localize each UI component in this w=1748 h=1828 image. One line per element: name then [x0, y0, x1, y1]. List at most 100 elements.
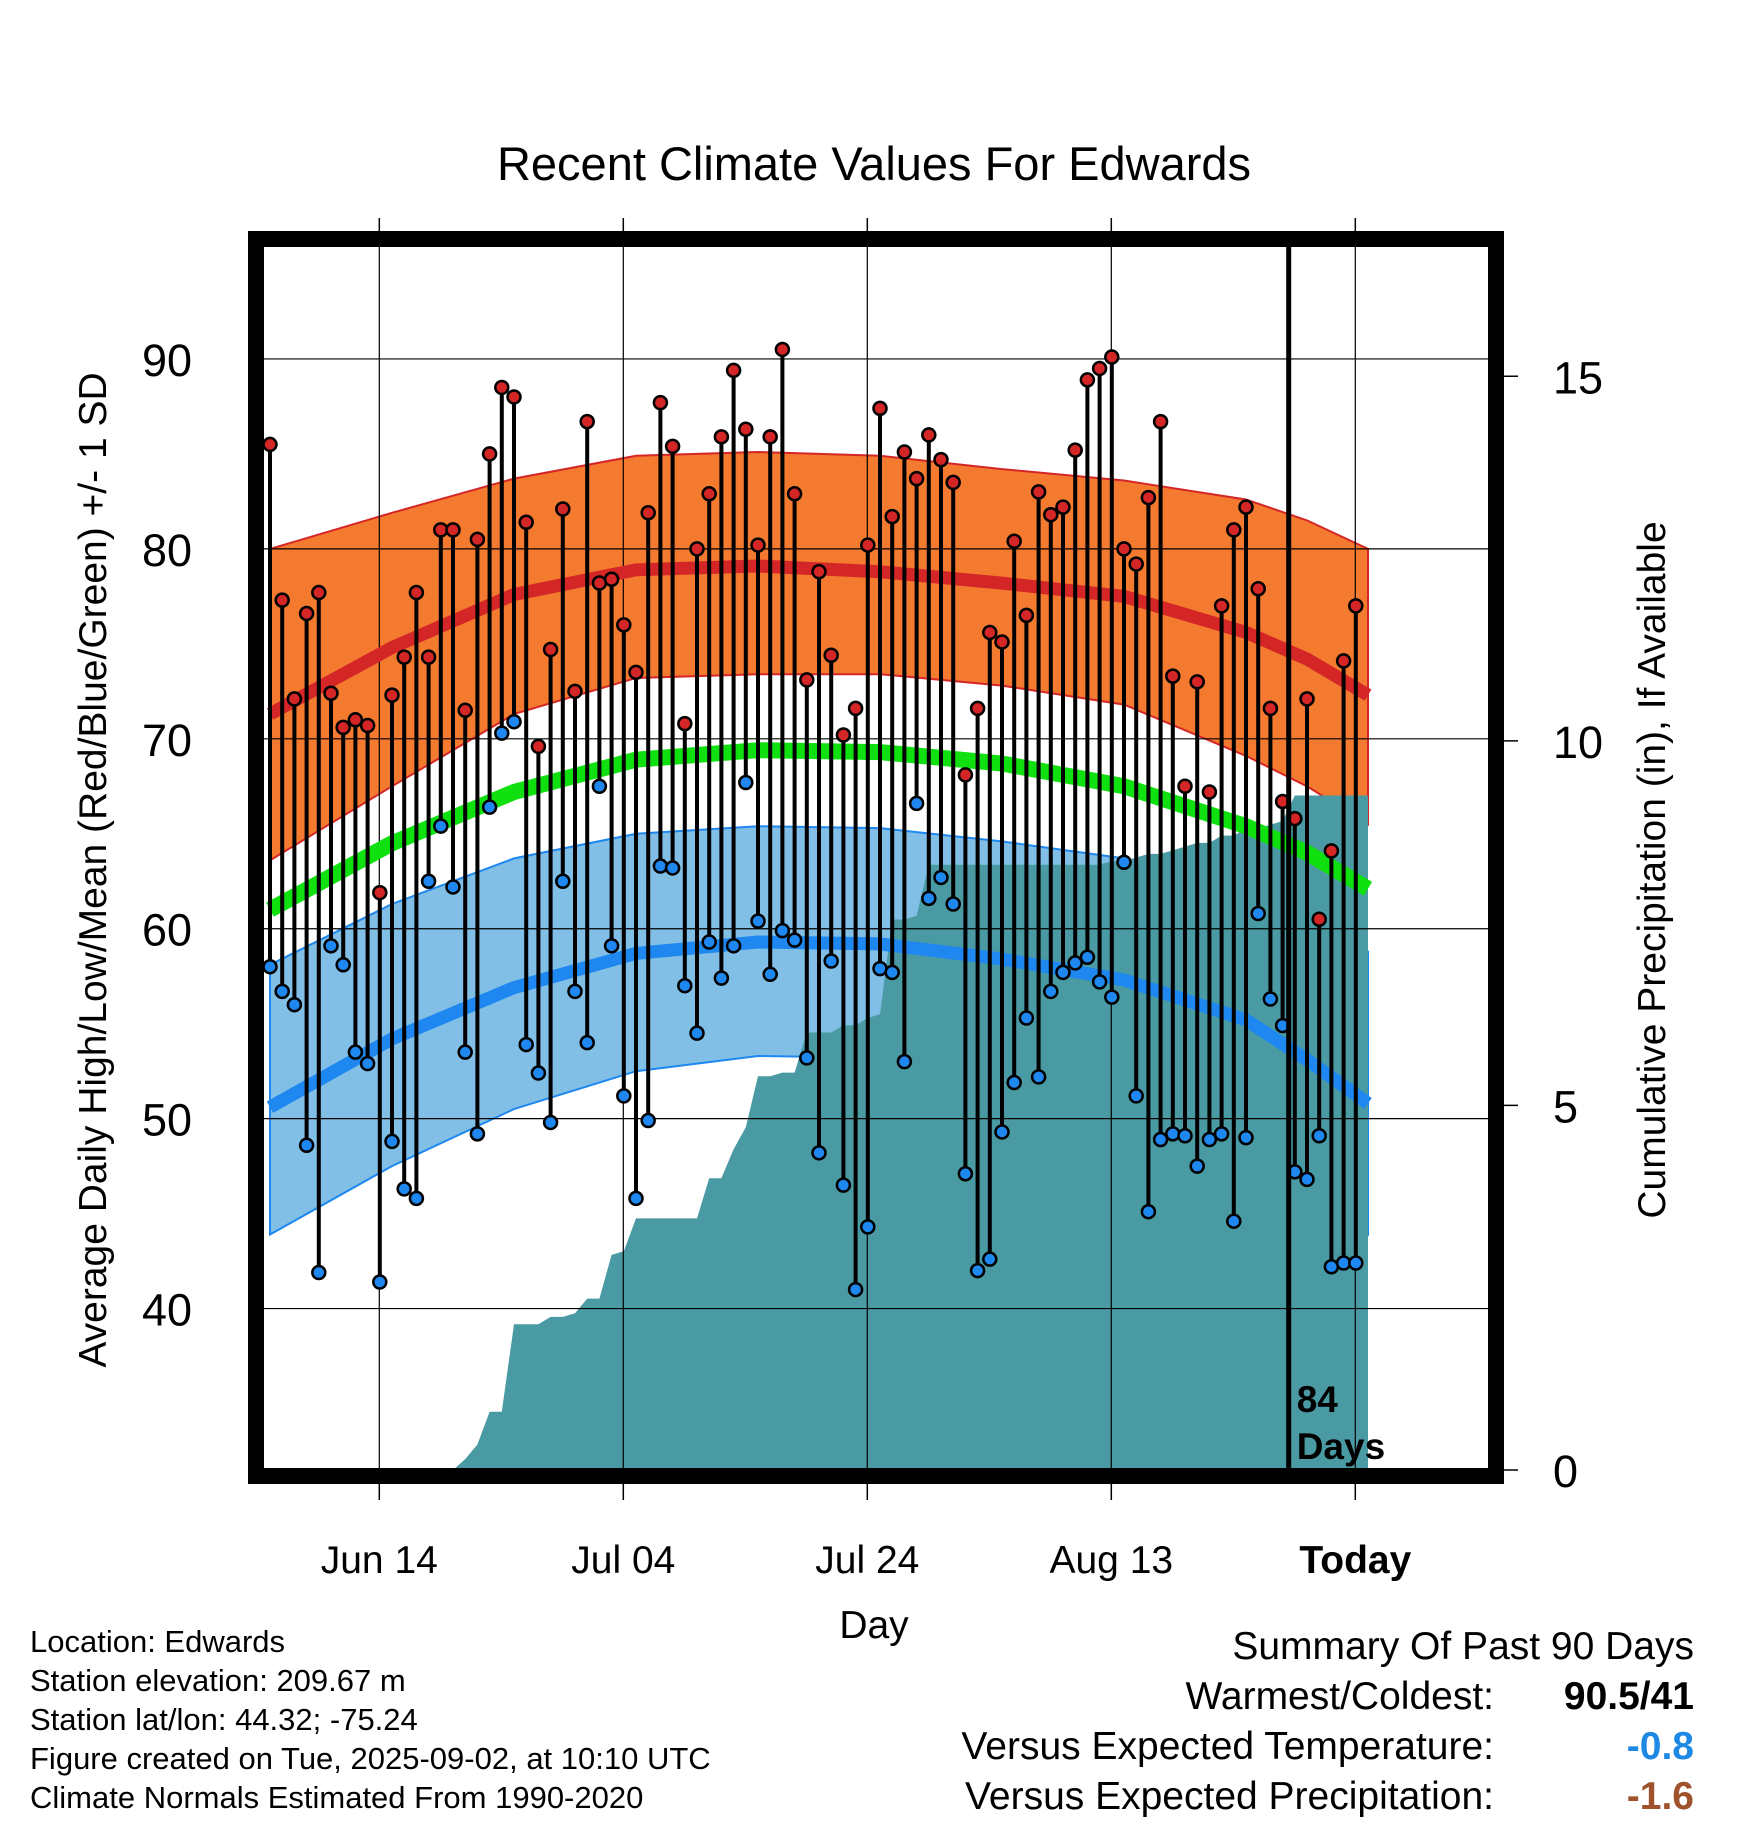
- daily-low-point: [994, 1124, 1010, 1140]
- daily-low-point: [494, 725, 510, 741]
- daily-high-point: [860, 537, 876, 553]
- daily-high-point: [1189, 674, 1205, 690]
- temp-departure-row: Versus Expected Temperature: -0.8: [961, 1722, 1694, 1772]
- daily-low-point: [957, 1165, 974, 1182]
- daily-high-point: [1311, 911, 1327, 927]
- daily-low-point: [481, 799, 498, 815]
- daily-low-point: [896, 1053, 913, 1070]
- daily-low-point: [1116, 854, 1132, 870]
- daily-low-point: [591, 778, 608, 795]
- daily-high-point: [652, 394, 669, 411]
- daily-high-point: [1018, 607, 1035, 624]
- y-axis-label: Average Daily High/Low/Mean (Red/Blue/Gr…: [72, 372, 115, 1367]
- daily-low-point: [908, 795, 925, 812]
- daily-high-point: [494, 379, 510, 396]
- daily-low-point: [750, 913, 766, 929]
- daily-low-point: [1226, 1213, 1242, 1229]
- daily-high-point: [457, 702, 473, 719]
- daily-high-point: [579, 413, 595, 430]
- daily-low-point: [1104, 989, 1120, 1005]
- daily-high-point: [298, 605, 315, 622]
- daily-low-point: [518, 1036, 534, 1053]
- daily-high-point: [420, 649, 437, 665]
- daily-low-point: [579, 1034, 595, 1051]
- daily-high-point: [921, 427, 937, 443]
- y-tick-label: 70: [142, 715, 192, 766]
- daily-low-point: [884, 964, 900, 981]
- daily-high-point: [872, 400, 888, 417]
- daily-high-point: [994, 634, 1010, 650]
- daily-low-point: [384, 1133, 400, 1150]
- y-tick-label: 40: [142, 1285, 192, 1336]
- daily-high-point: [396, 649, 412, 665]
- daily-low-point: [1348, 1255, 1364, 1271]
- daily-low-point: [445, 879, 461, 895]
- daily-low-point: [311, 1264, 327, 1281]
- daily-high-point: [701, 486, 717, 502]
- daily-low-point: [701, 934, 717, 950]
- daily-high-point: [359, 717, 376, 734]
- daily-high-point: [1104, 349, 1120, 365]
- x-tick-label: Jun 14: [321, 1539, 438, 1582]
- daily-low-point: [664, 860, 681, 876]
- daily-high-point: [799, 672, 815, 688]
- daily-high-point: [1250, 581, 1266, 597]
- daily-high-point: [469, 531, 486, 548]
- daily-low-point: [1128, 1088, 1144, 1104]
- daily-low-point: [982, 1251, 998, 1267]
- daily-high-point: [835, 727, 852, 743]
- daily-high-point: [1299, 691, 1315, 707]
- temp-departure-value: -0.8: [1626, 1725, 1694, 1768]
- daily-high-point: [481, 446, 498, 462]
- daily-high-point: [567, 683, 583, 700]
- daily-low-point: [1201, 1131, 1218, 1148]
- daily-high-point: [1043, 506, 1059, 523]
- daily-high-point: [262, 436, 278, 453]
- daily-low-point: [762, 966, 778, 983]
- latlon-text: Station lat/lon: 44.32; -75.24: [30, 1702, 418, 1737]
- daily-low-point: [555, 873, 571, 889]
- daily-high-point: [274, 592, 290, 608]
- daily-low-point: [835, 1177, 852, 1193]
- daily-low-point: [823, 953, 839, 969]
- daily-low-point: [457, 1044, 473, 1060]
- normals-text: Climate Normals Estimated From 1990-2020: [30, 1780, 644, 1815]
- daily-low-point: [1006, 1074, 1022, 1091]
- chart-title: Recent Climate Values For Edwards: [497, 137, 1251, 190]
- daily-low-point: [433, 818, 449, 834]
- daily-low-point: [335, 957, 351, 973]
- warmest-coldest-row: Warmest/Coldest: 90.5/41: [961, 1672, 1694, 1722]
- daily-low-point: [274, 983, 290, 1000]
- daily-high-point: [1238, 499, 1254, 515]
- daily-high-point: [689, 541, 705, 557]
- warmest-coldest-value: 90.5/41: [1563, 1675, 1694, 1718]
- precip-departure-row: Versus Expected Precipitation: -1.6: [961, 1772, 1694, 1822]
- daily-low-point: [1152, 1131, 1169, 1148]
- daily-high-point: [884, 508, 900, 525]
- daily-low-point: [786, 932, 803, 948]
- temp-departure-label: Versus Expected Temperature:: [961, 1725, 1494, 1768]
- daily-high-point: [1201, 784, 1218, 800]
- daily-low-point: [1250, 905, 1266, 922]
- daily-high-point: [1152, 413, 1169, 430]
- created-text: Figure created on Tue, 2025-09-02, at 10…: [30, 1741, 711, 1776]
- daily-low-point: [1030, 1069, 1047, 1085]
- y-tick-label: 80: [142, 525, 192, 576]
- daily-high-point: [896, 444, 913, 460]
- daily-high-point: [1116, 541, 1132, 557]
- daily-low-point: [847, 1281, 864, 1298]
- daily-low-point: [1079, 949, 1096, 965]
- daily-low-point: [738, 774, 754, 791]
- daily-low-point: [1213, 1126, 1230, 1142]
- daily-high-point: [762, 429, 778, 445]
- daily-low-point: [811, 1145, 827, 1161]
- daily-low-point: [1018, 1010, 1035, 1026]
- daily-low-point: [1311, 1127, 1327, 1144]
- daily-high-point: [1030, 484, 1047, 500]
- daily-high-point: [750, 537, 766, 553]
- daily-low-point: [420, 873, 437, 889]
- daily-low-point: [969, 1262, 986, 1279]
- daily-low-point: [628, 1190, 644, 1207]
- y2-axis-label: Cumulative Precipitation (in), If Availa…: [1631, 521, 1674, 1218]
